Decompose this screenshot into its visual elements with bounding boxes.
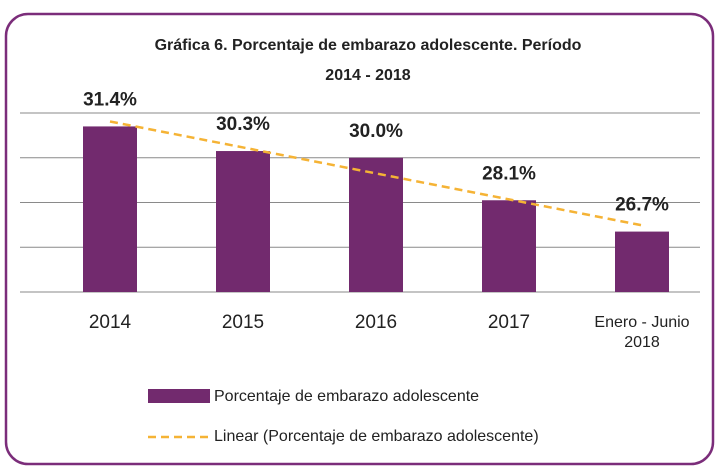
x-tick-label: 2015 xyxy=(221,312,265,333)
legend-swatch xyxy=(148,389,210,403)
frame xyxy=(4,12,715,466)
bar xyxy=(216,151,270,292)
value-label: 31.4% xyxy=(83,89,137,110)
chart-subtitle: 2014 - 2018 xyxy=(325,67,411,84)
value-label: 30.0% xyxy=(349,121,403,142)
chart-title: Gráfica 6. Porcentaje de embarazo adoles… xyxy=(155,37,582,54)
legend-label: Porcentaje de embarazo adolescente xyxy=(214,388,479,405)
legend-label: Linear (Porcentaje de embarazo adolescen… xyxy=(214,428,539,445)
value-label: 28.1% xyxy=(482,163,536,184)
x-tick-label: 2017 xyxy=(487,312,531,333)
x-tick-label: Enero - Junio 2018 xyxy=(594,314,690,351)
x-tick-label: 2014 xyxy=(88,312,132,333)
value-label: 26.7% xyxy=(615,195,669,216)
value-label: 30.3% xyxy=(216,114,270,135)
x-tick-label: 2016 xyxy=(354,312,398,333)
bar xyxy=(349,157,403,292)
bar xyxy=(615,231,669,292)
bar xyxy=(83,126,137,292)
bar xyxy=(482,200,536,292)
